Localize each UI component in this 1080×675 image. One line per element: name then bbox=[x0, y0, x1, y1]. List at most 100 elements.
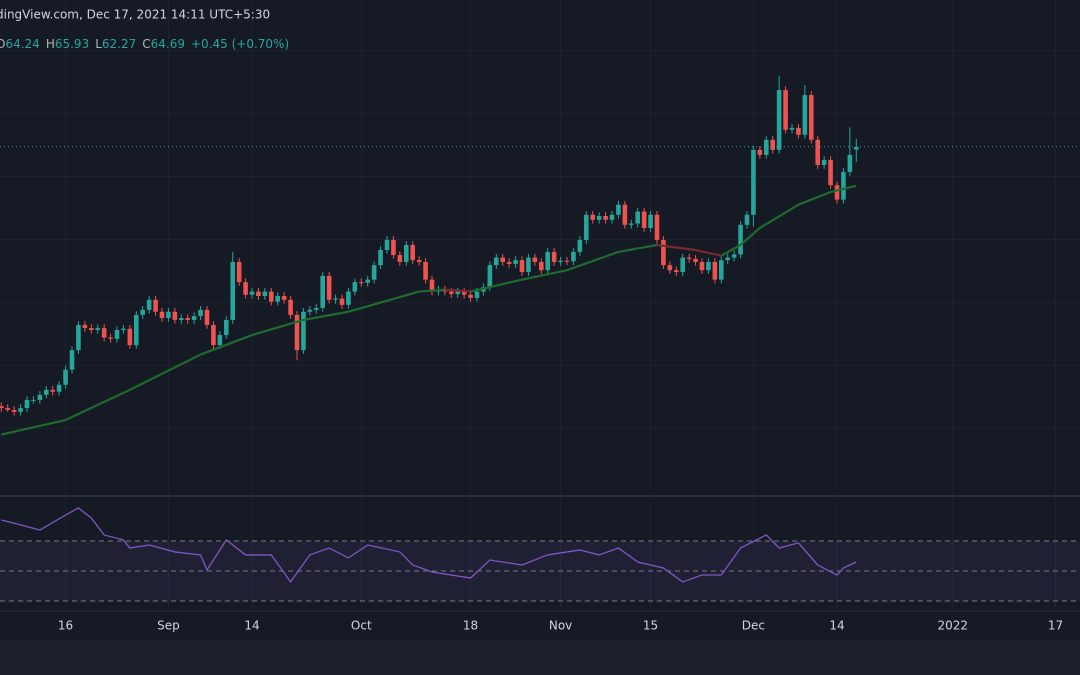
candle-body bbox=[474, 291, 480, 298]
candle-body bbox=[371, 265, 377, 280]
candle-body bbox=[468, 294, 473, 298]
ma-segment bbox=[470, 278, 523, 293]
candle-body bbox=[609, 214, 615, 220]
candle-body bbox=[391, 239, 396, 256]
ma-segment bbox=[303, 310, 349, 322]
ma-segment bbox=[656, 243, 696, 252]
candle-body bbox=[127, 328, 133, 346]
candle-body bbox=[0, 406, 4, 409]
candle-body bbox=[230, 261, 236, 320]
candle-body bbox=[423, 261, 428, 280]
candle-body bbox=[616, 204, 621, 215]
candle-body bbox=[706, 261, 711, 271]
candle-body bbox=[783, 90, 788, 130]
x-tick-label: 17 bbox=[1048, 619, 1063, 633]
ma-segment bbox=[1, 418, 66, 436]
candle-body bbox=[198, 309, 203, 317]
candle-body bbox=[11, 409, 17, 412]
bottom-bar bbox=[0, 640, 1080, 675]
candle-body bbox=[828, 159, 833, 186]
candle-body bbox=[301, 311, 306, 351]
candle-body bbox=[76, 324, 81, 351]
ma-segment bbox=[695, 248, 722, 257]
candle-body bbox=[217, 335, 223, 346]
candle-body bbox=[513, 260, 518, 264]
ohlc-label: L bbox=[95, 37, 102, 51]
ma-segment bbox=[521, 269, 568, 281]
candle-body bbox=[770, 139, 776, 150]
candle-body bbox=[223, 319, 229, 336]
candle-body bbox=[789, 127, 795, 130]
plot bbox=[0, 75, 1080, 602]
ohlc-change: +0.45 (+0.70%) bbox=[191, 37, 289, 51]
candle-body bbox=[191, 316, 197, 320]
candle-body bbox=[178, 318, 184, 320]
candle-body bbox=[268, 291, 274, 302]
candle-body bbox=[808, 95, 814, 140]
candle-body bbox=[256, 291, 261, 296]
candle-body bbox=[416, 260, 422, 262]
candle-body bbox=[596, 216, 602, 220]
ma-segment bbox=[200, 334, 253, 356]
candle-body bbox=[577, 239, 583, 252]
candle-body bbox=[18, 408, 23, 412]
candle-body bbox=[403, 244, 409, 262]
candle-body bbox=[397, 255, 403, 262]
candle-body bbox=[243, 282, 248, 295]
candle-body bbox=[153, 299, 158, 312]
candle-body bbox=[294, 314, 300, 351]
candle-body bbox=[262, 291, 268, 296]
candle-body bbox=[146, 299, 152, 310]
ohlc-value: 62.27 bbox=[102, 37, 136, 51]
candle-body bbox=[69, 350, 75, 370]
candle-body bbox=[121, 328, 126, 330]
candle-body bbox=[333, 298, 338, 300]
candle-body bbox=[532, 257, 538, 262]
rsi-line bbox=[1, 507, 857, 584]
candle-body bbox=[718, 260, 724, 280]
candle-body bbox=[384, 239, 390, 251]
candle-body bbox=[815, 139, 821, 165]
candle-body bbox=[776, 90, 782, 150]
candle-body bbox=[673, 270, 679, 273]
candle-body bbox=[320, 275, 326, 308]
ma-segment bbox=[129, 353, 202, 391]
x-tick-label: Oct bbox=[351, 619, 372, 633]
candle-body bbox=[628, 223, 634, 225]
candle-body bbox=[654, 214, 660, 240]
candle-body bbox=[763, 139, 769, 155]
x-tick-label: Nov bbox=[549, 619, 572, 633]
candle-body bbox=[358, 282, 364, 284]
candle-body bbox=[313, 307, 319, 310]
ma-segment bbox=[720, 244, 742, 257]
candle-body bbox=[24, 399, 30, 409]
candle-body bbox=[686, 257, 692, 259]
candle-body bbox=[88, 328, 94, 330]
candle-body bbox=[326, 275, 332, 300]
x-tick-label: 15 bbox=[643, 619, 658, 633]
ohlc-value: 65.93 bbox=[55, 37, 89, 51]
x-tick-label: 14 bbox=[829, 619, 844, 633]
candle-body bbox=[802, 95, 808, 135]
candle-body bbox=[635, 211, 641, 224]
candle-body bbox=[108, 337, 113, 339]
ohlc-value: 64.69 bbox=[151, 37, 185, 51]
candle-body bbox=[429, 279, 435, 292]
candle-body bbox=[834, 185, 840, 200]
candle-body bbox=[622, 204, 628, 225]
candle-body bbox=[487, 265, 493, 288]
ohlc-label: H bbox=[46, 37, 55, 51]
x-tick-label: 16 bbox=[58, 619, 73, 633]
candle-body bbox=[140, 309, 146, 315]
candle-body bbox=[455, 291, 461, 295]
candle-body bbox=[680, 257, 686, 273]
grid bbox=[0, 0, 1080, 610]
candle-body bbox=[551, 251, 557, 262]
candle-body bbox=[757, 149, 763, 155]
candle-body bbox=[526, 257, 531, 273]
candle-body bbox=[545, 251, 551, 271]
candle-body bbox=[159, 311, 165, 319]
candle-body bbox=[204, 309, 210, 325]
